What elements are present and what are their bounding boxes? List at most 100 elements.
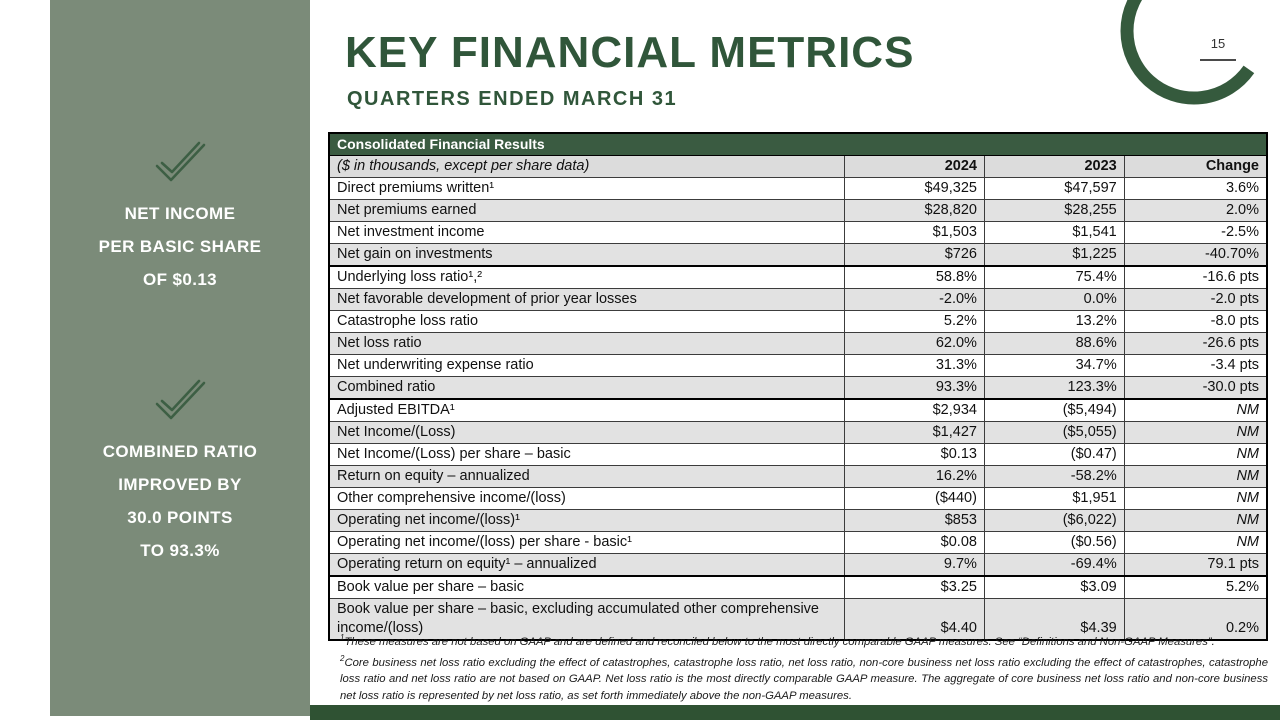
footnotes: 1These measures are not based on GAAP an… bbox=[340, 632, 1268, 707]
value-2023: 34.7% bbox=[983, 354, 1125, 377]
value-2024: 9.7% bbox=[844, 553, 985, 577]
column-header-2024: 2024 bbox=[844, 155, 985, 178]
financial-results-table: Consolidated Financial Results ($ in tho… bbox=[328, 132, 1268, 641]
page-number-text: 15 bbox=[1210, 36, 1226, 51]
page-number: 15 bbox=[1200, 36, 1236, 61]
value-change: -30.0 pts bbox=[1123, 376, 1268, 400]
value-2024: 62.0% bbox=[844, 332, 985, 355]
value-2024: $4.40 bbox=[844, 598, 985, 641]
value-2024: $1,427 bbox=[844, 421, 985, 444]
value-2023: 13.2% bbox=[983, 310, 1125, 333]
table-row: Net favorable development of prior year … bbox=[328, 288, 1268, 311]
checkmark-icon bbox=[150, 378, 210, 429]
callout-text: IMPROVED BY bbox=[118, 475, 242, 494]
value-2023: $3.09 bbox=[983, 575, 1125, 599]
column-header-change: Change bbox=[1123, 155, 1268, 178]
footnote-marker: 1 bbox=[340, 633, 345, 642]
table-row: Return on equity – annualized 16.2% -58.2%… bbox=[328, 465, 1268, 488]
table-row: Net gain on investments $726 $1,225 -40.70% bbox=[328, 243, 1268, 267]
row-label: Net premiums earned bbox=[328, 199, 846, 222]
value-2024: $0.13 bbox=[844, 443, 985, 466]
row-label: Net investment income bbox=[328, 221, 846, 244]
value-2024: $726 bbox=[844, 243, 985, 267]
table-row: Net investment income $1,503 $1,541 -2.5% bbox=[328, 221, 1268, 244]
row-label: Net underwriting expense ratio bbox=[328, 354, 846, 377]
row-label: Net loss ratio bbox=[328, 332, 846, 355]
callout-text: PER BASIC SHARE bbox=[98, 237, 262, 256]
callout-text: COMBINED RATIO bbox=[102, 442, 258, 461]
callout-text: TO 93.3% bbox=[140, 541, 220, 560]
sidebar: NET INCOME PER BASIC SHARE OF $0.13 COMBINE… bbox=[50, 0, 310, 716]
value-change: NM bbox=[1123, 487, 1268, 510]
row-label: Net favorable development of prior year … bbox=[328, 288, 846, 311]
value-2024: $28,820 bbox=[844, 199, 985, 222]
value-change: -8.0 pts bbox=[1123, 310, 1268, 333]
value-2023: ($0.56) bbox=[983, 531, 1125, 554]
table-subheader-row: ($ in thousands, except per share data) … bbox=[328, 155, 1268, 178]
value-2023: ($6,022) bbox=[983, 509, 1125, 532]
table-row: Combined ratio 93.3% 123.3% -30.0 pts bbox=[328, 376, 1268, 400]
value-2023: $1,541 bbox=[983, 221, 1125, 244]
value-change: -2.0 pts bbox=[1123, 288, 1268, 311]
value-2023: 75.4% bbox=[983, 265, 1125, 289]
table-row: Other comprehensive income/(loss) ($440) $… bbox=[328, 487, 1268, 510]
row-label: Direct premiums written¹ bbox=[328, 177, 846, 200]
value-2023: ($0.47) bbox=[983, 443, 1125, 466]
table-row: Operating return on equity¹ – annualized… bbox=[328, 553, 1268, 577]
value-2023: -69.4% bbox=[983, 553, 1125, 577]
table-row: Operating net income/(loss)¹ $853 ($6,022)… bbox=[328, 509, 1268, 532]
value-2024: 5.2% bbox=[844, 310, 985, 333]
value-change: NM bbox=[1123, 443, 1268, 466]
value-2024: $1,503 bbox=[844, 221, 985, 244]
value-2024: 31.3% bbox=[844, 354, 985, 377]
row-label: Book value per share – basic bbox=[328, 575, 846, 599]
table-row: Adjusted EBITDA¹ $2,934 ($5,494) NM bbox=[328, 398, 1268, 422]
table-title: Consolidated Financial Results bbox=[328, 132, 1268, 156]
footnote: 2Core business net loss ratio excluding … bbox=[340, 653, 1268, 703]
value-2023: $1,951 bbox=[983, 487, 1125, 510]
row-label: Other comprehensive income/(loss) bbox=[328, 487, 846, 510]
table-row: Net underwriting expense ratio 31.3% 34.7%… bbox=[328, 354, 1268, 377]
value-change: -16.6 pts bbox=[1123, 265, 1268, 289]
slide-subtitle: QUARTERS ENDED MARCH 31 bbox=[347, 88, 678, 110]
value-2024: 16.2% bbox=[844, 465, 985, 488]
value-change: -3.4 pts bbox=[1123, 354, 1268, 377]
row-label: Operating net income/(loss) per share - … bbox=[328, 531, 846, 554]
value-change: NM bbox=[1123, 509, 1268, 532]
sidebar-callout: COMBINED RATIO IMPROVED BY 30.0 POINTS TO 9… bbox=[103, 378, 258, 567]
table-row: Operating net income/(loss) per share - … bbox=[328, 531, 1268, 554]
row-label: Operating net income/(loss)¹ bbox=[328, 509, 846, 532]
row-label: Operating return on equity¹ – annualized bbox=[328, 553, 846, 577]
value-change: 2.0% bbox=[1123, 199, 1268, 222]
table-row: Net Income/(Loss) per share – basic $0.13… bbox=[328, 443, 1268, 466]
value-2023: 123.3% bbox=[983, 376, 1125, 400]
table-row: Catastrophe loss ratio 5.2% 13.2% -8.0 pts bbox=[328, 310, 1268, 333]
value-change: 0.2% bbox=[1123, 598, 1268, 641]
callout-text: OF $0.13 bbox=[142, 270, 218, 289]
value-change: 3.6% bbox=[1123, 177, 1268, 200]
value-change: NM bbox=[1123, 421, 1268, 444]
row-label: Combined ratio bbox=[328, 376, 846, 400]
row-label: Book value per share – basic, excluding … bbox=[328, 598, 846, 641]
table-row: Direct premiums written¹ $49,325 $47,597 3.… bbox=[328, 177, 1268, 200]
footer-bar bbox=[310, 705, 1280, 720]
table-subtitle: ($ in thousands, except per share data) bbox=[328, 155, 846, 178]
value-2024: ($440) bbox=[844, 487, 985, 510]
checkmark-icon bbox=[150, 140, 210, 191]
value-2024: $3.25 bbox=[844, 575, 985, 599]
value-2024: 93.3% bbox=[844, 376, 985, 400]
table-row: Net loss ratio 62.0% 88.6% -26.6 pts bbox=[328, 332, 1268, 355]
decorative-ring-icon bbox=[1106, 0, 1280, 112]
table-title-row: Consolidated Financial Results bbox=[328, 132, 1268, 156]
value-2023: $4.39 bbox=[983, 598, 1125, 641]
footnote-marker: 2 bbox=[340, 653, 345, 663]
value-2024: 58.8% bbox=[844, 265, 985, 289]
value-change: -26.6 pts bbox=[1123, 332, 1268, 355]
callout-text: NET INCOME bbox=[124, 204, 236, 223]
value-change: 5.2% bbox=[1123, 575, 1268, 599]
value-2024: -2.0% bbox=[844, 288, 985, 311]
value-change: NM bbox=[1123, 531, 1268, 554]
value-2023: $28,255 bbox=[983, 199, 1125, 222]
value-change: NM bbox=[1123, 465, 1268, 488]
